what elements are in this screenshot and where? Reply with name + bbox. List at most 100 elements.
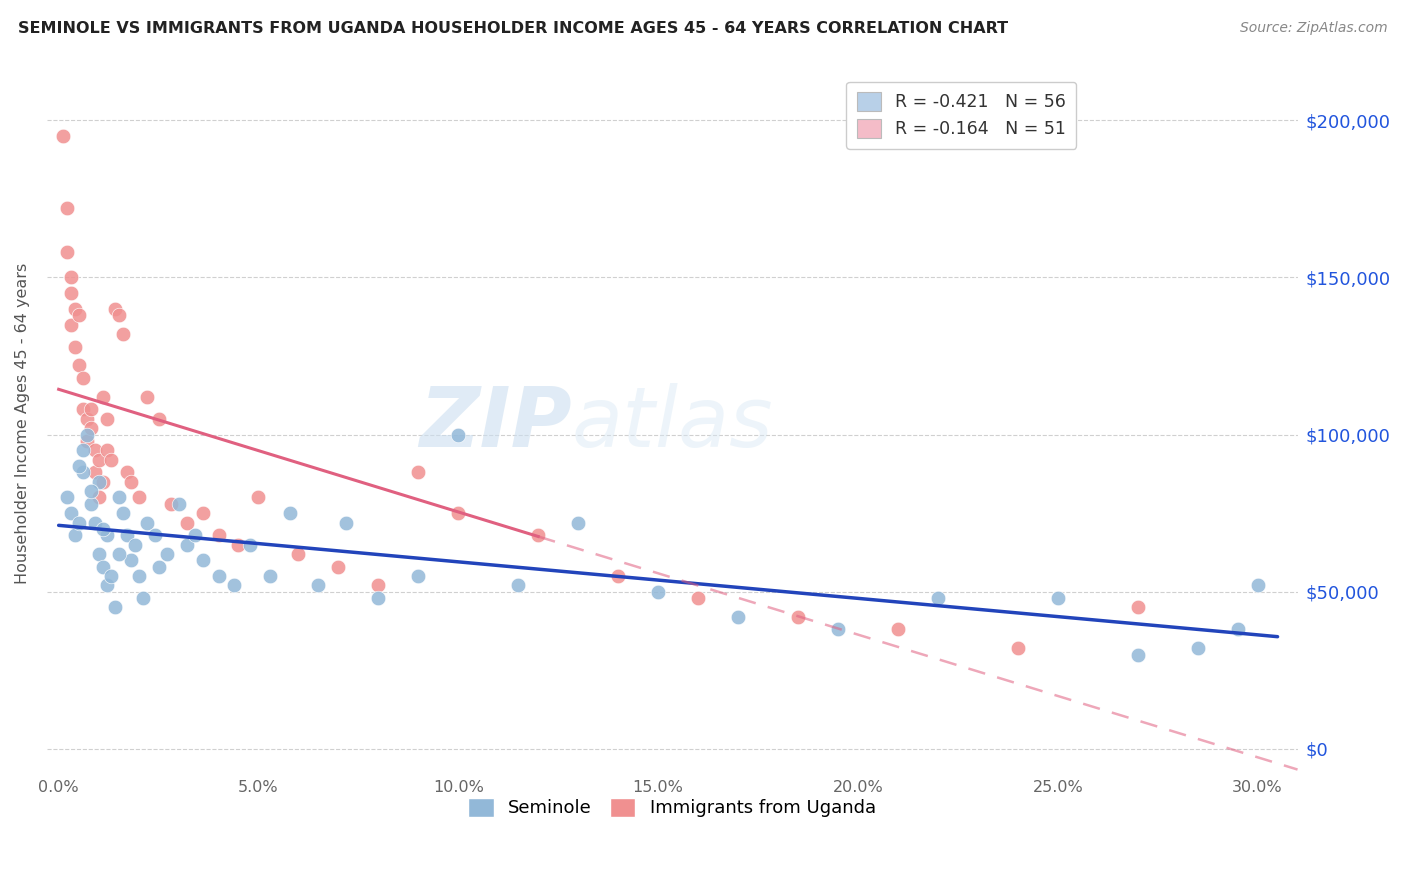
Point: [408, 465, 430, 479]
Point: [447, 427, 470, 442]
Point: [207, 569, 229, 583]
Point: [143, 528, 166, 542]
Point: [176, 538, 198, 552]
Point: [787, 610, 810, 624]
Point: [91, 475, 114, 489]
Point: [191, 553, 214, 567]
Point: [87, 475, 110, 489]
Point: [107, 547, 129, 561]
Point: [63, 301, 86, 316]
Point: [111, 506, 134, 520]
Point: [96, 412, 118, 426]
Point: [104, 600, 127, 615]
Point: [107, 308, 129, 322]
Point: [67, 308, 90, 322]
Point: [647, 584, 669, 599]
Point: [1246, 578, 1268, 592]
Point: [76, 427, 98, 442]
Point: [52, 128, 75, 143]
Point: [87, 452, 110, 467]
Point: [91, 522, 114, 536]
Point: [76, 434, 98, 448]
Point: [79, 402, 101, 417]
Point: [107, 491, 129, 505]
Point: [63, 339, 86, 353]
Point: [688, 591, 710, 605]
Point: [91, 390, 114, 404]
Point: [408, 569, 430, 583]
Point: [79, 421, 101, 435]
Point: [1126, 648, 1149, 662]
Point: [1007, 641, 1029, 656]
Point: [96, 528, 118, 542]
Point: [128, 491, 150, 505]
Point: [124, 538, 146, 552]
Point: [155, 547, 177, 561]
Point: [335, 516, 357, 530]
Point: [115, 528, 138, 542]
Point: [83, 516, 105, 530]
Point: [120, 553, 142, 567]
Point: [159, 497, 181, 511]
Point: [59, 318, 82, 332]
Point: [259, 569, 281, 583]
Point: [104, 301, 127, 316]
Text: atlas: atlas: [572, 383, 773, 464]
Legend: Seminole, Immigrants from Uganda: Seminole, Immigrants from Uganda: [461, 791, 883, 825]
Point: [280, 506, 302, 520]
Point: [567, 516, 589, 530]
Point: [67, 458, 90, 473]
Point: [91, 559, 114, 574]
Point: [111, 326, 134, 341]
Point: [508, 578, 530, 592]
Point: [207, 528, 229, 542]
Point: [59, 270, 82, 285]
Point: [447, 506, 470, 520]
Point: [228, 538, 250, 552]
Point: [1187, 641, 1209, 656]
Point: [96, 443, 118, 458]
Point: [67, 516, 90, 530]
Point: [76, 412, 98, 426]
Point: [96, 578, 118, 592]
Point: [247, 491, 270, 505]
Point: [87, 547, 110, 561]
Point: [1046, 591, 1069, 605]
Point: [148, 559, 170, 574]
Point: [83, 465, 105, 479]
Point: [307, 578, 329, 592]
Point: [224, 578, 246, 592]
Point: [239, 538, 262, 552]
Point: [927, 591, 949, 605]
Point: [79, 497, 101, 511]
Point: [55, 245, 77, 260]
Point: [55, 201, 77, 215]
Point: [135, 390, 157, 404]
Point: [72, 443, 94, 458]
Point: [176, 516, 198, 530]
Point: [100, 452, 122, 467]
Point: [87, 491, 110, 505]
Point: [67, 359, 90, 373]
Text: Source: ZipAtlas.com: Source: ZipAtlas.com: [1240, 21, 1388, 35]
Point: [607, 569, 630, 583]
Point: [72, 465, 94, 479]
Point: [115, 465, 138, 479]
Point: [128, 569, 150, 583]
Point: [135, 516, 157, 530]
Point: [367, 578, 389, 592]
Point: [727, 610, 749, 624]
Point: [72, 402, 94, 417]
Point: [83, 443, 105, 458]
Point: [1126, 600, 1149, 615]
Point: [63, 528, 86, 542]
Point: [59, 286, 82, 301]
Point: [887, 623, 910, 637]
Point: [287, 547, 309, 561]
Point: [328, 559, 350, 574]
Point: [148, 412, 170, 426]
Point: [367, 591, 389, 605]
Point: [79, 484, 101, 499]
Point: [131, 591, 153, 605]
Point: [183, 528, 205, 542]
